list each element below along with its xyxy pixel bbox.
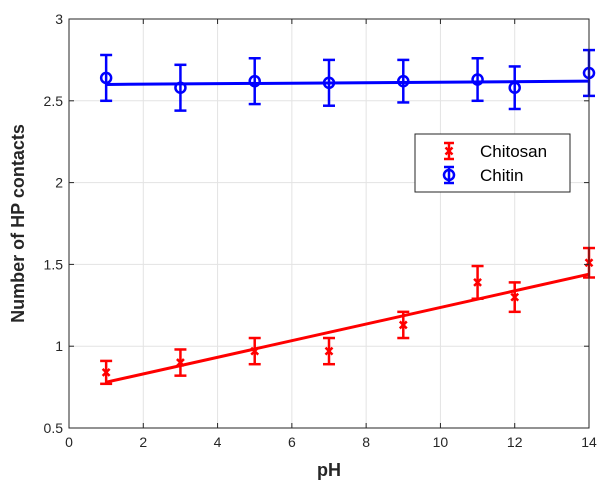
error-bar-chitin xyxy=(323,58,335,107)
data-point-chitosan xyxy=(101,367,111,377)
x-tick-label: 4 xyxy=(214,434,222,450)
x-tick-label: 14 xyxy=(581,434,597,450)
error-bar-chitin xyxy=(174,63,187,112)
error-bar-chitin xyxy=(397,58,410,104)
y-tick-label: 2.5 xyxy=(44,93,64,109)
error-bar-chitin xyxy=(471,57,484,103)
data-point-chitosan xyxy=(510,292,520,302)
x-axis-label: pH xyxy=(317,460,341,480)
data-point-chitosan-stroke xyxy=(324,346,334,356)
data-point-chitosan-stroke xyxy=(250,346,260,356)
legend: Chitosan Chitin xyxy=(414,133,571,193)
data-point-chitosan xyxy=(176,358,185,367)
data-points xyxy=(99,48,596,386)
legend-symbol-chitosan xyxy=(444,141,454,161)
y-axis-label: Number of HP contacts xyxy=(8,124,28,323)
y-tick-label: 3 xyxy=(55,11,63,27)
data-point-chitin xyxy=(99,71,113,85)
error-bar-chitin xyxy=(248,57,261,106)
data-point-chitin xyxy=(508,81,521,94)
legend-label-chitosan: Chitosan xyxy=(480,142,547,161)
y-tick-label: 1.5 xyxy=(44,256,64,272)
data-point-chitin xyxy=(322,76,336,90)
data-point-chitosan-stroke xyxy=(510,292,520,302)
legend-marker-chitin xyxy=(442,168,456,182)
x-tick-label: 10 xyxy=(433,434,449,450)
y-tick-label: 2 xyxy=(55,175,63,191)
x-tick-label: 0 xyxy=(65,434,73,450)
x-tick-label: 6 xyxy=(288,434,296,450)
axis-ticks: 0 2 4 6 8 10 12 14 0.5 1 1.5 2 2.5 3 xyxy=(44,11,597,450)
legend-label-chitin: Chitin xyxy=(480,166,523,185)
data-point-chitosan xyxy=(250,346,260,356)
fit-line-chitosan xyxy=(105,272,590,384)
data-point-chitosan xyxy=(324,346,334,356)
error-bar-chitin xyxy=(508,65,521,111)
data-point-chitosan xyxy=(398,320,408,330)
data-point-chitin xyxy=(471,73,484,86)
plot-area-border xyxy=(68,18,590,429)
y-tick-label: 1 xyxy=(55,338,63,354)
x-tick-label: 12 xyxy=(507,434,523,450)
data-point-chitin xyxy=(248,74,261,88)
legend-marker-chitosan-stroke xyxy=(444,146,454,156)
data-point-chitosan-stroke xyxy=(176,358,185,367)
fit-line-chitin xyxy=(106,79,590,86)
data-point-chitosan-stroke xyxy=(473,278,482,287)
x-tick-label: 2 xyxy=(139,434,147,450)
data-point-chitin xyxy=(174,81,187,94)
legend-box xyxy=(414,133,571,193)
y-tick-label: 0.5 xyxy=(44,420,64,436)
fit-lines xyxy=(105,79,590,384)
data-point-chitosan xyxy=(473,278,482,287)
data-point-chitosan-stroke xyxy=(398,320,408,330)
legend-marker-chitosan xyxy=(444,146,454,156)
x-tick-label: 8 xyxy=(362,434,370,450)
legend-symbol-chitin xyxy=(442,165,456,185)
error-bar-chitin xyxy=(100,53,113,103)
data-point-chitin xyxy=(397,74,410,88)
data-point-chitosan-stroke xyxy=(101,367,111,377)
